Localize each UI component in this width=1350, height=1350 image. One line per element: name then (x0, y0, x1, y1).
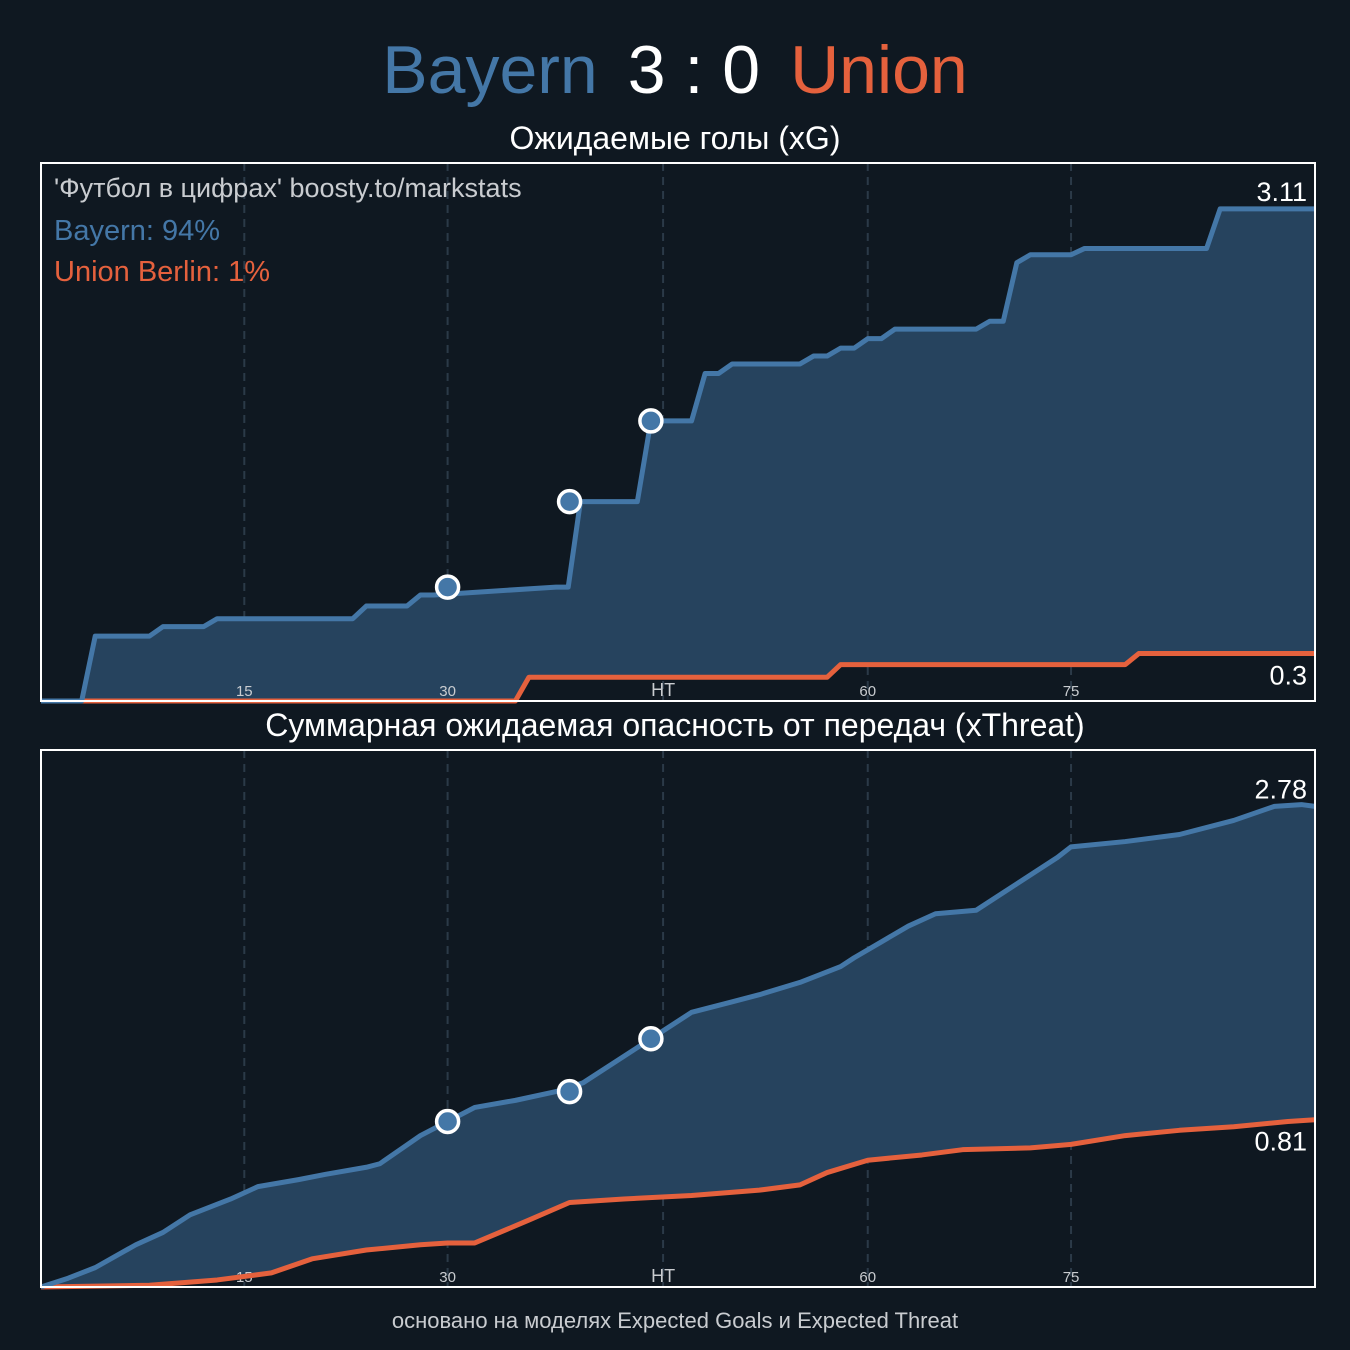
series-line-away (41, 651, 1315, 704)
area-between-series (41, 208, 1315, 701)
goal-marker (434, 1108, 461, 1135)
chart-xg: 15 30 HT 60 75 3.11 0.3 'Футбол в цифрах' boost… (40, 162, 1316, 704)
watermark-text: 'Футбол в цифрах' boosty.to/markstats (54, 173, 522, 203)
x-tick-label: 60 (859, 683, 876, 700)
end-value-home: 3.11 (1256, 177, 1307, 207)
xg-chart-title: Ожидаемые голы (xG) (509, 120, 841, 156)
goal-marker (638, 1025, 664, 1052)
goal-marker (434, 574, 461, 600)
xthreat-chart-title: Суммарная ожидаемая опасность от передач… (265, 707, 1085, 743)
x-tick-label: 30 (439, 1269, 456, 1286)
legend-home-win-prob: Bayern: 94% (54, 215, 220, 247)
chart-frame (40, 162, 1316, 702)
footer-note: основано на моделях Expected Goals и Exp… (391, 1308, 959, 1333)
end-value-away: 0.81 (1254, 1127, 1307, 1157)
x-tick-label: 30 (439, 683, 456, 700)
x-tick-label: 75 (1063, 1269, 1080, 1286)
away-team-name: Union (790, 32, 968, 108)
end-value-home: 2.78 (1254, 774, 1307, 804)
goal-marker (638, 408, 664, 434)
series-line-home (41, 206, 1315, 704)
chart-frame (40, 749, 1316, 1288)
legend-away-win-prob: Union Berlin: 1% (54, 256, 270, 288)
x-tick-label: HT (651, 1266, 675, 1286)
x-tick-label: 15 (236, 683, 253, 700)
x-tick-label: 75 (1063, 683, 1080, 700)
end-value-away: 0.3 (1269, 661, 1307, 691)
x-tick-label: 60 (859, 1269, 876, 1286)
x-tick-label: HT (651, 680, 675, 700)
chart-xthreat: 15 30 HT 60 752.780.81 (40, 749, 1316, 1290)
home-team-name: Bayern (382, 32, 598, 108)
match-score: 3 : 0 (627, 32, 761, 108)
goal-marker (556, 488, 583, 515)
goal-marker (556, 1078, 583, 1105)
area-between-series (41, 804, 1315, 1287)
series-line-home (40, 802, 1316, 1290)
series-line-away (40, 1117, 1316, 1290)
match-score-header: Bayern 3 : 0 Union (0, 30, 1350, 110)
